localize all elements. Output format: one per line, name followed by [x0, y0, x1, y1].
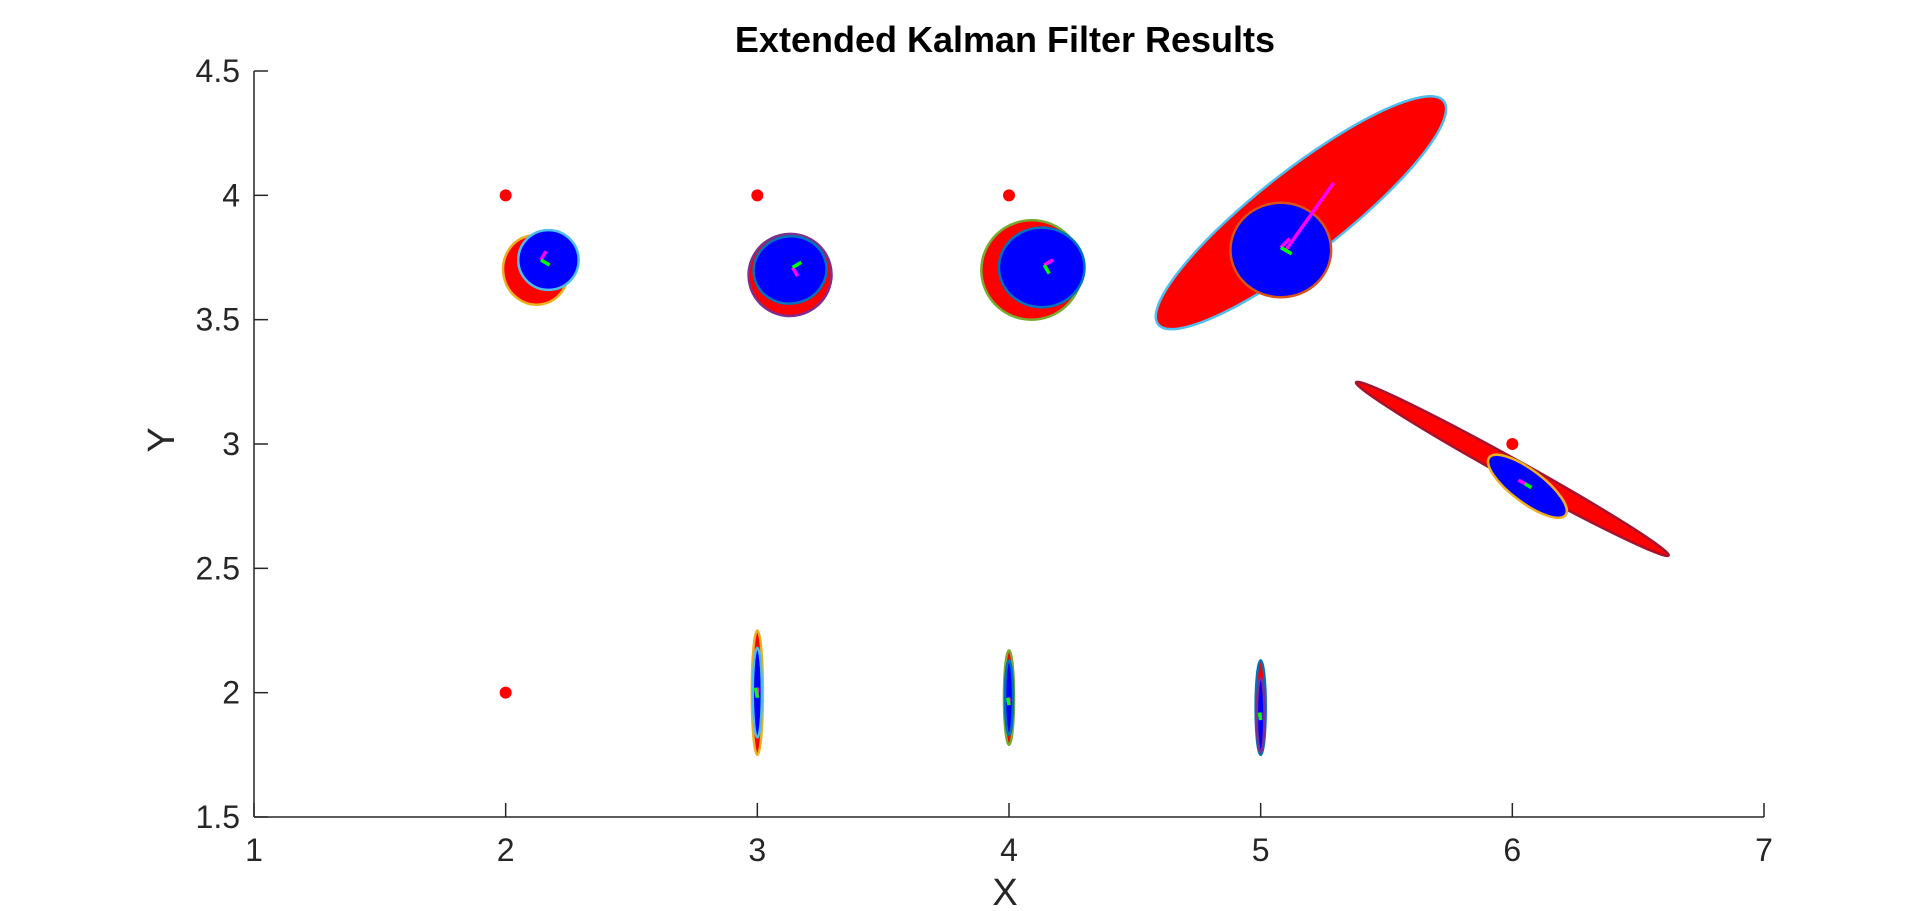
heading-marker-b	[1279, 246, 1293, 256]
covariance-ellipse	[997, 226, 1086, 309]
heading-marker-b	[753, 687, 760, 698]
x-tick-label: 3	[748, 832, 766, 868]
heading-marker-a	[1517, 478, 1526, 486]
x-tick-label: 5	[1252, 832, 1270, 868]
x-tick-label: 1	[245, 832, 263, 868]
heading-marker-a	[791, 266, 800, 278]
landmark-point	[499, 189, 512, 202]
heading-marker-b	[1524, 482, 1533, 490]
y-tick-label: 1.5	[196, 799, 240, 835]
x-tick-label: 2	[497, 832, 515, 868]
y-tick-label: 4.5	[196, 53, 240, 89]
x-tick-label: 4	[1000, 832, 1018, 868]
landmark-point	[1003, 189, 1015, 202]
plot-area	[499, 95, 1670, 757]
covariance-ellipse	[1229, 201, 1333, 299]
y-axis-label: Y	[141, 427, 183, 452]
heading-marker-b	[1042, 264, 1051, 275]
landmark-point	[499, 686, 512, 699]
heading-marker-b	[1257, 712, 1263, 721]
heading-marker-a	[1279, 237, 1291, 249]
heading-marker-b	[1005, 697, 1011, 706]
heading-marker-a	[539, 250, 548, 261]
x-axis-label: X	[992, 872, 1017, 911]
y-tick-label: 2.5	[196, 550, 240, 586]
covariance-ellipse	[517, 228, 580, 292]
y-tick-label: 2	[222, 675, 240, 711]
y-tick-label: 3.5	[196, 302, 240, 338]
landmark-point	[1506, 438, 1519, 450]
heading-marker-b	[791, 260, 803, 269]
x-tick-label: 6	[1503, 832, 1521, 868]
x-tick-label: 7	[1755, 832, 1773, 868]
landmark-point	[751, 189, 764, 202]
chart-title: Extended Kalman Filter Results	[735, 19, 1275, 60]
heading-tail-line	[1284, 181, 1336, 252]
heading-marker-b	[540, 258, 551, 267]
covariance-ellipse	[752, 235, 828, 305]
y-tick-label: 4	[222, 177, 240, 213]
axes: 1 2 3 4 5 6 7 1.5 2 2.5 3 3.5 4 4.5	[196, 53, 1773, 868]
y-tick-label: 3	[222, 426, 240, 462]
